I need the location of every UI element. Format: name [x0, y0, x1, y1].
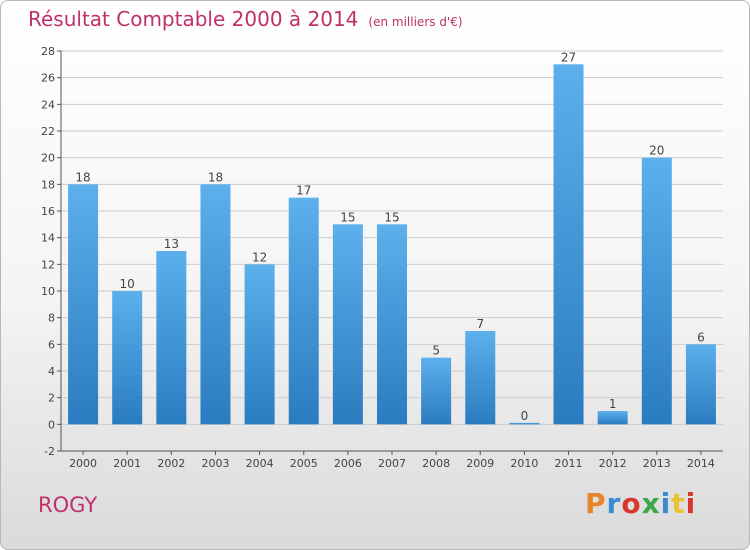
x-tick-label: 2006 [334, 457, 362, 470]
y-tick-label: 4 [48, 365, 55, 378]
x-tick-label: 2009 [466, 457, 494, 470]
value-label: 17 [296, 184, 311, 198]
x-tick-label: 2014 [687, 457, 715, 470]
bar [597, 411, 628, 425]
value-label: 27 [561, 50, 576, 64]
bar [377, 224, 407, 425]
value-label: 18 [75, 170, 90, 184]
value-label: 1 [609, 397, 617, 411]
logo-letter: x [641, 487, 661, 520]
title-text: Résultat Comptable 2000 à 2014 [28, 7, 359, 31]
y-tick-label: 2 [48, 392, 55, 405]
logo-letter: i [660, 487, 672, 520]
x-tick-label: 2007 [378, 457, 406, 470]
y-tick-label: 14 [41, 232, 55, 245]
x-tick-label: 2010 [510, 457, 538, 470]
bar [244, 264, 275, 425]
bar [156, 251, 187, 425]
bar [288, 197, 319, 425]
bar [332, 224, 363, 425]
x-tick-label: 2004 [246, 457, 274, 470]
y-tick-label: 12 [41, 258, 55, 271]
chart-title: Résultat Comptable 2000 à 2014 (en millie… [28, 7, 463, 31]
bar [553, 64, 584, 425]
proxiti-logo: Proxiti [585, 487, 696, 520]
value-label: 10 [120, 277, 135, 291]
x-tick-label: 2001 [113, 457, 141, 470]
x-tick-label: 2012 [599, 457, 627, 470]
bar [465, 331, 496, 425]
y-tick-label: 26 [41, 72, 55, 85]
y-tick-label: 20 [41, 152, 55, 165]
value-label: 20 [649, 144, 664, 158]
x-tick-label: 2002 [157, 457, 185, 470]
bar [200, 184, 231, 425]
y-tick-label: 10 [41, 285, 55, 298]
value-label: 12 [252, 250, 267, 264]
bar [641, 157, 672, 425]
y-tick-label: -2 [44, 445, 55, 458]
y-tick-label: 28 [41, 45, 55, 58]
bar [112, 291, 143, 425]
bar [685, 344, 716, 425]
bar [68, 184, 99, 425]
logo-letter: t [671, 487, 686, 520]
y-tick-label: 18 [41, 178, 55, 191]
x-tick-label: 2003 [201, 457, 229, 470]
y-tick-label: 22 [41, 125, 55, 138]
commune-name: ROGY [38, 493, 98, 517]
y-tick-label: 0 [48, 418, 55, 431]
value-label: 6 [697, 330, 705, 344]
x-tick-label: 2000 [69, 457, 97, 470]
value-label: 15 [384, 210, 399, 224]
logo-letter: i [685, 487, 697, 520]
bar [509, 422, 540, 425]
value-label: 0 [521, 409, 529, 423]
logo-letter: o [621, 487, 642, 520]
logo-letter: P [585, 487, 607, 520]
value-label: 18 [208, 170, 223, 184]
y-tick-label: 6 [48, 338, 55, 351]
chart-subtitle: (en milliers d'€) [368, 15, 463, 29]
y-tick-label: 16 [41, 205, 55, 218]
y-tick-label: 8 [48, 312, 55, 325]
value-label: 15 [340, 210, 355, 224]
bar [421, 357, 452, 425]
value-label: 13 [164, 237, 179, 251]
x-tick-label: 2013 [643, 457, 671, 470]
value-label: 5 [432, 344, 440, 358]
x-tick-label: 2008 [422, 457, 450, 470]
y-tick-label: 24 [41, 98, 55, 111]
x-tick-label: 2011 [555, 457, 583, 470]
logo-letter: r [606, 487, 622, 520]
x-tick-label: 2005 [290, 457, 318, 470]
value-label: 7 [476, 317, 484, 331]
